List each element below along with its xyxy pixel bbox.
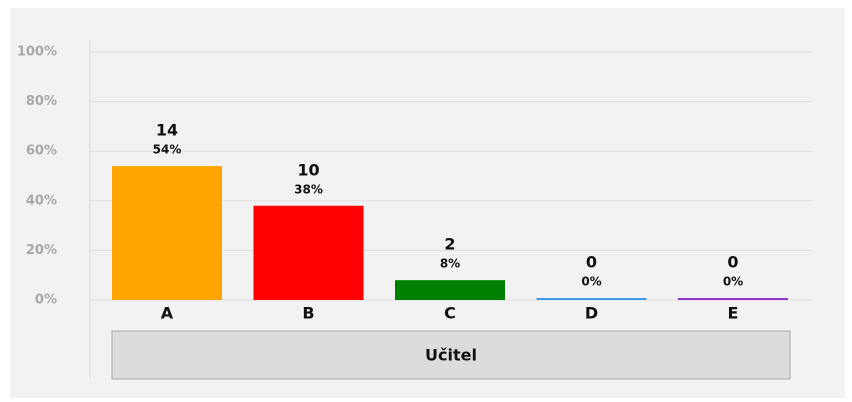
bar [536, 298, 647, 300]
y-tick-label: 0% [35, 293, 57, 308]
data-label: 54% [153, 143, 182, 157]
y-tick-label: 60% [26, 144, 57, 159]
data-count: 0 [727, 253, 738, 272]
y-tick-label: 40% [26, 193, 57, 208]
data-label: 0% [581, 275, 601, 289]
y-tick-label: 20% [26, 243, 57, 258]
x-tick-label: B [302, 304, 314, 323]
x-label-box [111, 330, 791, 380]
data-label: 38% [294, 182, 323, 196]
data-label: 8% [440, 257, 460, 271]
data-label: 0% [723, 275, 743, 289]
x-tick-label: E [728, 304, 739, 323]
y-tick-label: 80% [26, 94, 57, 109]
bar [253, 205, 364, 300]
y-tick-label: 100% [17, 45, 57, 60]
data-count: 2 [444, 235, 455, 254]
data-count: 14 [156, 121, 178, 140]
x-tick-label: C [444, 304, 456, 323]
x-tick-label: D [585, 304, 598, 323]
data-count: 10 [297, 160, 319, 179]
bar [395, 280, 505, 300]
data-count: 0 [586, 253, 597, 272]
bar [112, 166, 222, 300]
x-axis-label: Učitel [425, 346, 477, 365]
bar [678, 298, 788, 300]
x-tick-label: A [161, 304, 174, 323]
